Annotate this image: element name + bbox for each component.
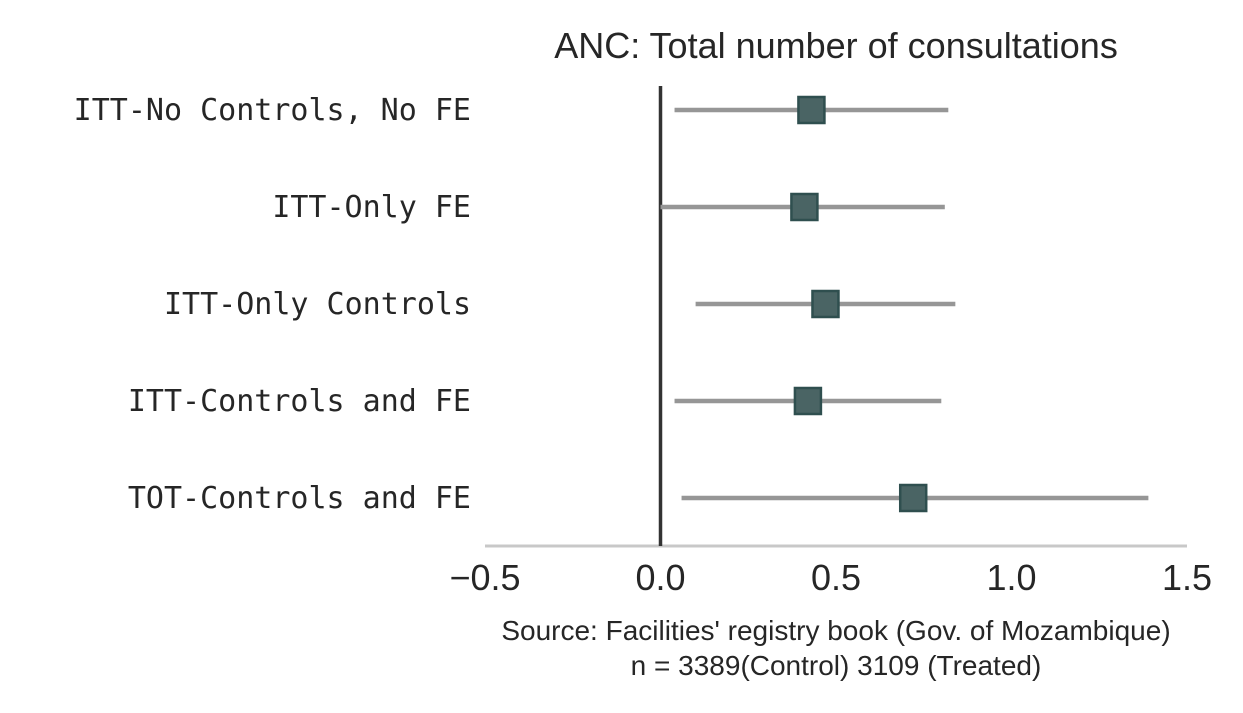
x-tick-label: 1.5	[1162, 557, 1212, 598]
y-axis-labels: ITT-No Controls, No FE ITT-Only FE ITT-Onl…	[74, 93, 471, 516]
x-tick-label: −0.5	[449, 557, 520, 598]
point-estimate-marker	[790, 192, 819, 222]
confidence-intervals	[660, 107, 1149, 501]
x-tick-label: 1.0	[986, 557, 1036, 598]
y-axis-label: TOT-Controls and FE	[128, 481, 471, 516]
y-axis-label: ITT-No Controls, No FE	[74, 93, 471, 128]
point-estimate-marker	[811, 289, 840, 319]
point-estimates	[790, 95, 928, 513]
point-estimate-marker	[793, 386, 823, 416]
y-axis-label: ITT-Controls and FE	[128, 384, 471, 419]
x-axis-note-sample-size: n = 3389(Control) 3109 (Treated)	[631, 650, 1042, 681]
x-axis-note-source: Source: Facilities' registry book (Gov. …	[501, 615, 1170, 646]
y-axis-label: ITT-Only Controls	[164, 287, 471, 322]
point-estimate-marker	[797, 95, 826, 125]
y-axis-label: ITT-Only FE	[272, 190, 471, 225]
chart-title: ANC: Total number of consultations	[554, 25, 1118, 66]
x-tick-labels: −0.5 0.0 0.5 1.0 1.5	[449, 557, 1212, 598]
x-tick-label: 0.0	[635, 557, 685, 598]
x-tick-label: 0.5	[811, 557, 861, 598]
point-estimate-marker	[898, 483, 928, 513]
